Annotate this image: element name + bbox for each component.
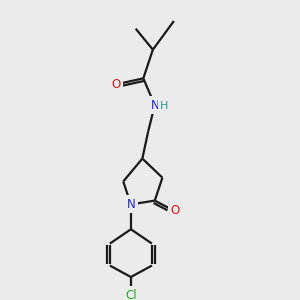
Text: N: N (127, 198, 135, 211)
Text: O: O (111, 78, 120, 91)
Text: Cl: Cl (125, 289, 137, 300)
Text: H: H (160, 101, 169, 111)
Text: N: N (150, 99, 159, 112)
Text: O: O (170, 204, 179, 217)
